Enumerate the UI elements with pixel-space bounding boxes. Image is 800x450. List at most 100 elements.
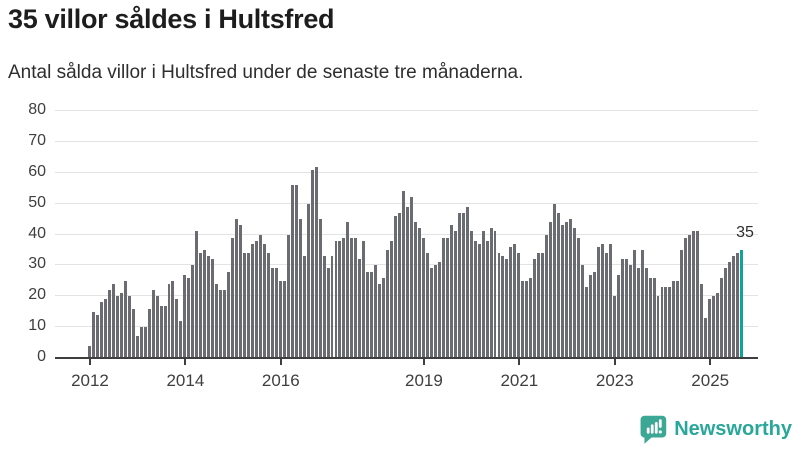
bar — [676, 280, 680, 358]
bar — [429, 268, 433, 358]
bar — [322, 256, 326, 358]
bar — [612, 296, 616, 358]
bar — [553, 203, 557, 358]
bar — [716, 293, 720, 358]
bar — [421, 237, 425, 358]
bar — [509, 246, 513, 358]
bar — [338, 240, 342, 358]
bar — [414, 222, 417, 358]
bar — [708, 299, 712, 358]
bar — [696, 231, 700, 358]
bar — [302, 256, 306, 358]
bar — [262, 243, 266, 358]
bar — [314, 166, 318, 358]
bar — [191, 265, 195, 358]
bar — [167, 283, 171, 358]
x-tick-label: 2025 — [691, 371, 730, 390]
bar — [306, 203, 310, 358]
bar — [274, 268, 278, 358]
x-tick — [422, 359, 425, 365]
bar — [99, 302, 103, 358]
y-tick-label: 30 — [28, 255, 46, 273]
bar — [91, 311, 95, 358]
bar — [640, 249, 644, 358]
bar — [728, 262, 732, 358]
bar — [402, 191, 406, 358]
bar — [684, 237, 688, 358]
bar — [652, 277, 656, 358]
bar — [592, 271, 596, 358]
bar — [235, 219, 239, 358]
bar — [227, 271, 231, 358]
bar — [537, 253, 541, 358]
x-tick — [709, 359, 712, 365]
x-tick-label: 2021 — [500, 371, 539, 390]
gridline — [55, 171, 758, 173]
bar — [270, 268, 274, 358]
bar — [358, 259, 362, 358]
bar — [600, 243, 604, 358]
bar — [584, 286, 588, 358]
bar — [266, 253, 270, 358]
bar — [648, 277, 652, 358]
bar — [505, 259, 509, 358]
highlighted-bar — [740, 249, 743, 358]
bar — [736, 253, 740, 358]
bar — [183, 274, 187, 358]
bar — [123, 280, 127, 358]
bar — [131, 308, 135, 358]
bar — [366, 271, 370, 358]
bar — [700, 283, 704, 358]
chart-title: 35 villor såldes i Hultsfred — [8, 4, 335, 34]
bar — [187, 277, 191, 358]
bar — [541, 253, 545, 358]
bar — [704, 317, 708, 358]
x-tick-label: 2012 — [71, 371, 109, 390]
bar — [318, 219, 322, 358]
bar — [692, 231, 696, 358]
bar — [664, 286, 668, 358]
bar — [437, 262, 441, 358]
bar — [724, 268, 728, 358]
bar — [247, 253, 250, 358]
gridline — [55, 140, 758, 142]
bar — [223, 290, 227, 358]
bar — [179, 320, 183, 358]
bar — [139, 327, 143, 358]
bar — [720, 277, 724, 358]
bar — [258, 234, 262, 358]
bar — [680, 249, 684, 358]
bar — [88, 345, 91, 358]
x-tick-label: 2019 — [405, 371, 443, 390]
bar — [441, 237, 445, 358]
bar — [95, 314, 99, 358]
bar — [489, 228, 493, 358]
bar — [628, 265, 632, 358]
bar — [211, 259, 215, 358]
y-tick-label: 70 — [28, 131, 46, 149]
bar — [374, 265, 378, 358]
bar — [147, 308, 151, 358]
bar — [346, 222, 350, 358]
bar — [378, 283, 382, 358]
bar — [350, 237, 354, 358]
bar — [382, 277, 386, 358]
bar — [175, 299, 179, 358]
y-tick-label: 40 — [28, 224, 46, 242]
bar — [632, 249, 636, 358]
bar — [370, 271, 374, 358]
gridline — [55, 110, 758, 111]
x-tick — [518, 359, 521, 365]
bar — [115, 296, 119, 358]
bar — [497, 253, 501, 358]
bar — [278, 280, 282, 358]
bar — [433, 265, 437, 358]
bar — [231, 237, 235, 358]
bar — [481, 231, 485, 358]
x-tick — [88, 359, 91, 365]
bar — [425, 253, 429, 358]
bar — [465, 206, 469, 358]
x-tick — [184, 359, 187, 365]
gridline — [55, 202, 758, 204]
